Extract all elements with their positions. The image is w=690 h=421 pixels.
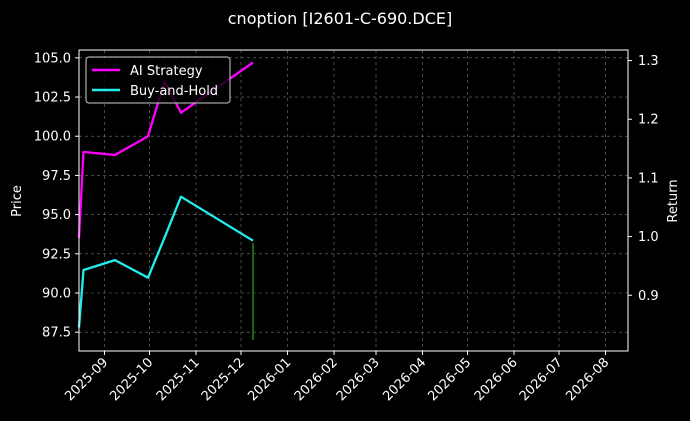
series-line-ai-strategy bbox=[77, 61, 254, 239]
chart-title: cnoption [I2601-C-690.DCE] bbox=[228, 9, 452, 28]
x-tick-label: 2025-12 bbox=[199, 355, 248, 404]
x-tick-label: 2026-06 bbox=[472, 355, 521, 404]
y-tick-label: 105.0 bbox=[34, 51, 71, 66]
series-lines bbox=[77, 61, 254, 328]
x-tick-label: 2026-08 bbox=[563, 355, 612, 404]
x-tick-label: 2026-02 bbox=[292, 355, 341, 404]
series-line-buy-and-hold bbox=[77, 195, 254, 328]
y-tick-label: 97.5 bbox=[42, 169, 71, 184]
x-tick-label: 2025-09 bbox=[62, 355, 111, 404]
y2-tick-label: 0.9 bbox=[638, 289, 659, 304]
x-tick-label: 2026-05 bbox=[425, 355, 474, 404]
y-tick-label: 87.5 bbox=[42, 326, 71, 341]
x-tick-label: 2026-07 bbox=[517, 355, 566, 404]
x-tick-label: 2026-04 bbox=[380, 355, 429, 404]
legend-label-ai-strategy: AI Strategy bbox=[130, 64, 203, 79]
y2-tick-label: 1.1 bbox=[638, 171, 659, 186]
y2-tick-label: 1.3 bbox=[638, 54, 659, 69]
y-axis-label: Price bbox=[10, 185, 25, 217]
y-tick-label: 92.5 bbox=[42, 247, 71, 262]
y2-tick-label: 1.0 bbox=[638, 230, 659, 245]
y-axis-left: 87.5 90.0 92.5 95.0 97.5 100.0 102.5 105.0 bbox=[34, 51, 79, 341]
y2-axis-label: Return bbox=[666, 179, 681, 222]
y-axis-right: 0.9 1.0 1.1 1.2 1.3 bbox=[628, 54, 659, 304]
plot-frame bbox=[78, 49, 629, 352]
x-tick-label: 2025-10 bbox=[107, 355, 156, 404]
legend-label-buy-and-hold: Buy-and-Hold bbox=[130, 84, 218, 99]
y-tick-label: 100.0 bbox=[34, 130, 71, 145]
legend: AI Strategy Buy-and-Hold bbox=[85, 56, 231, 104]
x-axis: 2025-092025-102025-112025-122026-012026-… bbox=[62, 351, 612, 404]
x-tick-label: 2026-01 bbox=[245, 355, 294, 404]
x-tick-label: 2025-11 bbox=[154, 355, 203, 404]
y2-tick-label: 1.2 bbox=[638, 113, 659, 128]
legend-box bbox=[85, 56, 231, 104]
y-tick-label: 95.0 bbox=[42, 208, 71, 223]
y-tick-label: 102.5 bbox=[34, 91, 71, 106]
y-tick-label: 90.0 bbox=[42, 286, 71, 301]
x-tick-label: 2026-03 bbox=[334, 355, 383, 404]
